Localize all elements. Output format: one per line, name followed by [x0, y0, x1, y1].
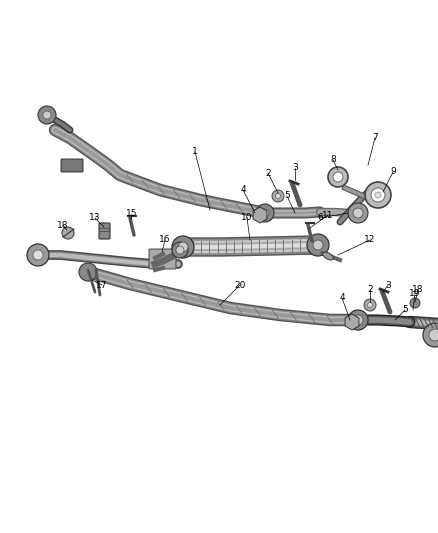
Circle shape: [256, 204, 274, 222]
Circle shape: [348, 203, 368, 223]
Text: 7: 7: [372, 133, 378, 142]
Text: 20: 20: [234, 280, 246, 289]
Circle shape: [367, 303, 372, 308]
Circle shape: [371, 188, 385, 202]
FancyBboxPatch shape: [61, 159, 83, 172]
Ellipse shape: [323, 252, 333, 260]
Circle shape: [38, 106, 56, 124]
FancyBboxPatch shape: [99, 223, 110, 239]
Text: 10: 10: [241, 214, 253, 222]
Text: 9: 9: [390, 167, 396, 176]
Circle shape: [172, 236, 194, 258]
Text: 8: 8: [330, 156, 336, 165]
Circle shape: [27, 244, 49, 266]
Circle shape: [429, 329, 438, 341]
Text: 13: 13: [89, 214, 101, 222]
Text: 11: 11: [322, 211, 334, 220]
Text: 18: 18: [57, 221, 69, 230]
FancyBboxPatch shape: [149, 249, 176, 269]
Circle shape: [364, 299, 376, 311]
Text: 12: 12: [364, 236, 376, 245]
Circle shape: [423, 323, 438, 347]
Text: 1: 1: [192, 148, 198, 157]
Circle shape: [79, 263, 97, 281]
Circle shape: [375, 192, 381, 198]
Text: 17: 17: [96, 280, 108, 289]
Text: 5: 5: [402, 305, 408, 314]
Circle shape: [33, 250, 43, 260]
Text: 19: 19: [409, 288, 421, 297]
Text: 4: 4: [339, 294, 345, 303]
Circle shape: [172, 242, 188, 258]
Text: 18: 18: [412, 286, 424, 295]
Circle shape: [62, 227, 74, 239]
Circle shape: [276, 193, 280, 198]
Circle shape: [313, 240, 323, 250]
Circle shape: [43, 111, 51, 119]
Circle shape: [333, 172, 343, 182]
Text: 3: 3: [385, 280, 391, 289]
Circle shape: [365, 182, 391, 208]
Text: 5: 5: [284, 191, 290, 200]
Circle shape: [178, 242, 188, 252]
Circle shape: [353, 208, 363, 218]
Text: 2: 2: [265, 168, 271, 177]
Text: 2: 2: [367, 286, 373, 295]
Circle shape: [410, 298, 420, 308]
Circle shape: [328, 167, 348, 187]
Text: 3: 3: [292, 164, 298, 173]
Circle shape: [272, 190, 284, 202]
Text: 4: 4: [240, 185, 246, 195]
Text: 15: 15: [126, 209, 138, 219]
Circle shape: [176, 246, 184, 254]
Circle shape: [348, 310, 368, 330]
Circle shape: [261, 209, 269, 217]
Circle shape: [353, 315, 363, 325]
Text: 16: 16: [159, 236, 171, 245]
Text: 6: 6: [317, 214, 323, 222]
Circle shape: [307, 234, 329, 256]
